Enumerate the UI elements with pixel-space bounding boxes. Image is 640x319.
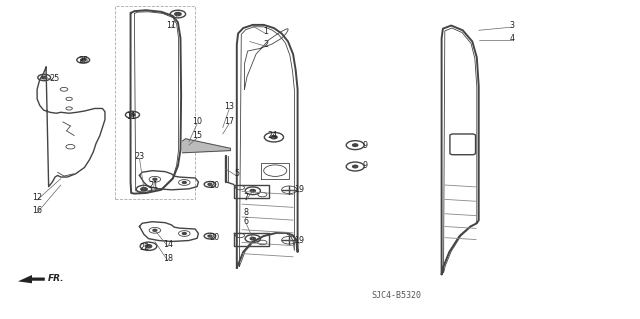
Circle shape [271, 136, 277, 139]
Circle shape [353, 144, 358, 146]
Circle shape [182, 182, 186, 183]
Text: 15: 15 [192, 131, 202, 140]
Text: 9: 9 [362, 141, 367, 150]
Text: 7: 7 [244, 193, 249, 202]
Text: 16: 16 [32, 206, 42, 215]
Text: 3: 3 [509, 21, 515, 30]
Circle shape [250, 237, 255, 240]
Circle shape [353, 165, 358, 168]
Text: 11: 11 [126, 112, 136, 121]
Text: 10: 10 [192, 117, 202, 126]
Text: 19: 19 [294, 185, 305, 194]
Text: 2: 2 [263, 40, 268, 49]
Text: 17: 17 [224, 117, 234, 126]
Circle shape [130, 114, 135, 116]
Text: 25: 25 [49, 74, 60, 83]
Text: SJC4-B5320: SJC4-B5320 [372, 291, 422, 300]
Text: FR.: FR. [47, 274, 64, 283]
Circle shape [81, 59, 86, 61]
Circle shape [153, 178, 157, 180]
Text: 20: 20 [209, 233, 220, 242]
Text: 20: 20 [209, 181, 220, 189]
Polygon shape [182, 139, 230, 153]
Circle shape [208, 235, 212, 237]
Circle shape [208, 183, 212, 185]
Text: 23: 23 [134, 152, 145, 161]
Text: 11: 11 [166, 21, 177, 30]
Text: 12: 12 [32, 193, 42, 202]
Text: 14: 14 [163, 240, 173, 249]
Circle shape [145, 245, 152, 248]
Text: 24: 24 [267, 131, 277, 140]
Text: 1: 1 [263, 27, 268, 36]
Text: 13: 13 [224, 102, 234, 111]
Text: 8: 8 [244, 208, 249, 217]
Circle shape [175, 12, 181, 16]
Text: 4: 4 [509, 34, 515, 43]
Text: 9: 9 [362, 161, 367, 170]
Text: 21: 21 [148, 181, 159, 189]
Polygon shape [18, 275, 45, 283]
Circle shape [182, 233, 186, 234]
Circle shape [141, 188, 147, 191]
Circle shape [250, 189, 255, 192]
Text: 25: 25 [78, 56, 88, 65]
Text: 5: 5 [234, 169, 239, 178]
Text: 22: 22 [139, 243, 149, 252]
Circle shape [153, 229, 157, 231]
Text: 6: 6 [244, 217, 249, 226]
Text: 18: 18 [163, 254, 173, 263]
Text: 19: 19 [294, 236, 305, 245]
Circle shape [42, 76, 47, 79]
